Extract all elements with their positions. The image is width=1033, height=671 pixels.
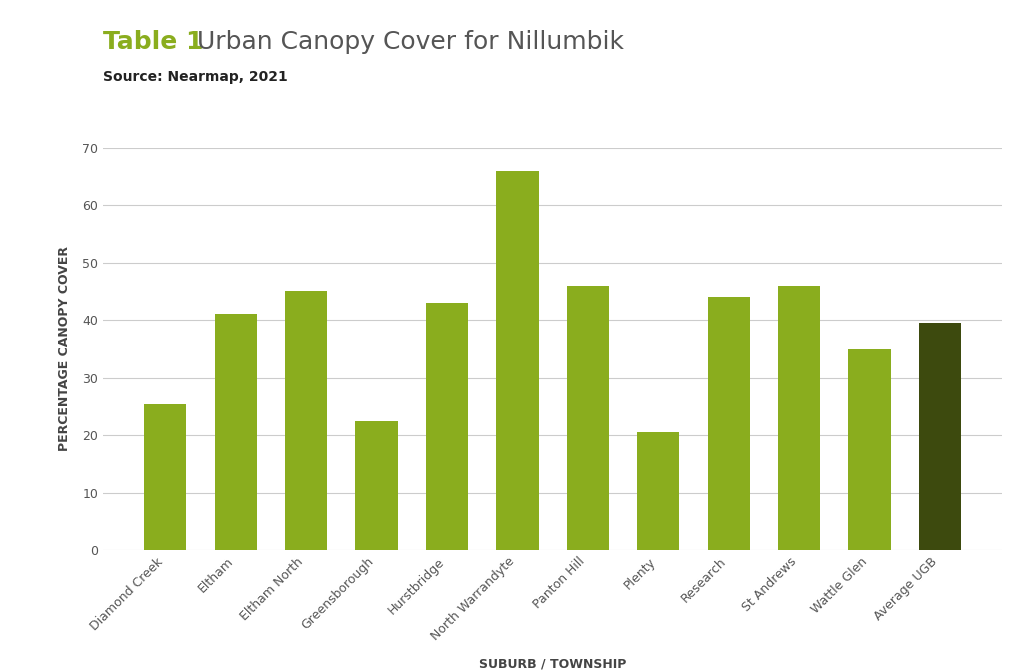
Bar — [637, 432, 680, 550]
Bar — [426, 303, 468, 550]
X-axis label: SUBURB / TOWNSHIP: SUBURB / TOWNSHIP — [479, 658, 626, 670]
Bar — [567, 286, 609, 550]
Text: Table 1: Table 1 — [103, 30, 204, 54]
Bar — [285, 291, 327, 550]
Text: Urban Canopy Cover for Nillumbik: Urban Canopy Cover for Nillumbik — [181, 30, 624, 54]
Y-axis label: PERCENTAGE CANOPY COVER: PERCENTAGE CANOPY COVER — [58, 246, 71, 452]
Bar — [848, 349, 890, 550]
Bar — [355, 421, 398, 550]
Bar — [496, 170, 538, 550]
Bar — [919, 323, 961, 550]
Bar — [215, 315, 257, 550]
Bar — [145, 403, 186, 550]
Text: Source: Nearmap, 2021: Source: Nearmap, 2021 — [103, 70, 288, 85]
Bar — [778, 286, 820, 550]
Bar — [708, 297, 750, 550]
